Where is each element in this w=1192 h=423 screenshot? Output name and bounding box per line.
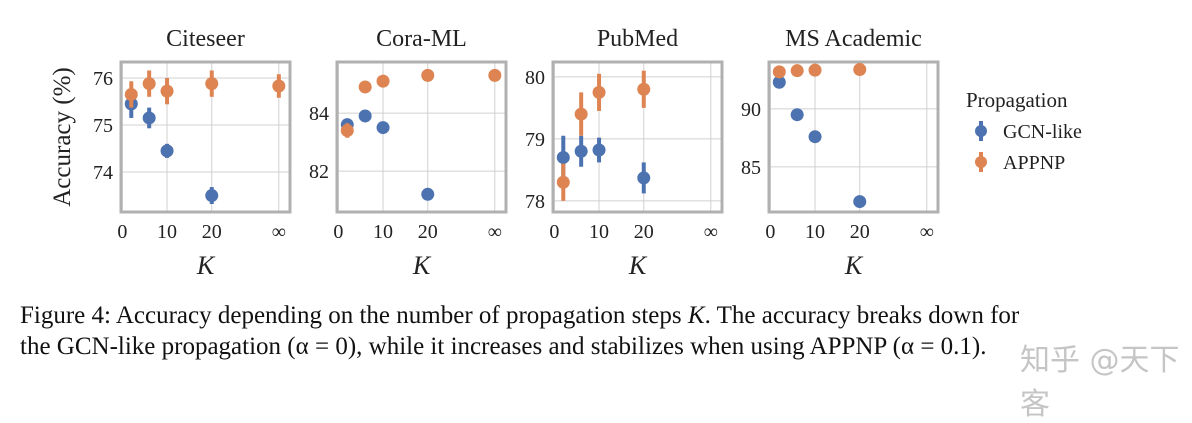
plot-frame [335, 60, 508, 214]
x-tick-label: 10 [157, 221, 177, 243]
point-appnp [574, 107, 588, 121]
point-appnp [205, 77, 219, 91]
x-tick-label: 20 [202, 221, 222, 243]
x-tick-label: 0 [765, 221, 775, 243]
x-tick-label: 0 [549, 221, 559, 243]
point-appnp [637, 82, 651, 96]
y-tick-label: 82 [309, 161, 329, 183]
point-gcn-like [574, 144, 588, 158]
point-appnp [272, 79, 286, 93]
point-appnp [160, 84, 174, 98]
watermark: 知乎 @天下客 [1020, 343, 1180, 422]
subplot-ms-academic: 0 10 20 ∞ 85 90 MS Academic K [741, 26, 940, 280]
x-tick-label: 0 [333, 221, 343, 243]
x-tick-label: ∞ [704, 221, 718, 243]
x-tick-label: 20 [418, 221, 438, 243]
point-appnp [808, 63, 822, 77]
y-tick-label: 80 [525, 67, 545, 89]
y-tick-label: 90 [741, 99, 761, 121]
plot-area [553, 62, 722, 212]
point-gcn-like [205, 189, 219, 203]
point-appnp [853, 63, 867, 77]
subplot-title: PubMed [597, 26, 678, 52]
point-appnp [488, 68, 502, 82]
y-tick-label: 79 [525, 129, 545, 151]
legend-appnp-label: APPNP [1003, 152, 1065, 174]
point-appnp [142, 77, 156, 91]
y-tick-label: 85 [741, 157, 761, 179]
subplot-title: MS Academic [785, 26, 922, 52]
x-tick-label: ∞ [272, 221, 286, 243]
point-gcn-like [376, 121, 390, 135]
point-gcn-like [808, 130, 822, 144]
x-axis-label: K [628, 251, 648, 280]
figure-caption: Figure 4: Accuracy depending on the numb… [20, 300, 1180, 362]
y-tick-label: 78 [525, 191, 545, 213]
point-gcn-like [556, 150, 570, 164]
x-tick-label: 0 [117, 221, 127, 243]
point-appnp [772, 65, 786, 79]
point-gcn-like [358, 109, 372, 123]
x-tick-label: 10 [589, 221, 609, 243]
legend-title: Propagation [966, 88, 1068, 112]
point-gcn-like [772, 75, 786, 89]
subplot-title: Citeseer [166, 26, 245, 52]
x-axis-label: K [844, 251, 864, 280]
plot-frame [119, 60, 292, 214]
x-tick-label: ∞ [920, 221, 934, 243]
x-tick-label: 10 [805, 221, 825, 243]
y-tick-label: 74 [93, 162, 113, 184]
caption-prefix: Figure 4: Accuracy depending on the numb… [20, 302, 688, 329]
legend-appnp-marker [975, 156, 987, 168]
subplot-cora-ml: 0 10 20 ∞ 82 84 Cora-ML K [309, 26, 508, 280]
subplot-citeseer: 0 10 20 ∞ 74 75 76 Citeseer K [93, 26, 292, 280]
x-axis-label: K [412, 251, 432, 280]
caption-k: K [687, 302, 705, 329]
point-gcn-like [790, 108, 804, 122]
legend: Propagation GCN-like APPNP [966, 88, 1082, 174]
point-appnp [124, 87, 138, 101]
caption-line2: the GCN-like propagation (α = 0), while … [20, 333, 987, 360]
point-appnp [376, 74, 390, 88]
point-gcn-like [592, 143, 606, 157]
subplot-title: Cora-ML [376, 26, 467, 52]
point-gcn-like [637, 171, 651, 185]
point-gcn-like [421, 187, 435, 201]
point-appnp [421, 68, 435, 82]
y-tick-label: 76 [93, 68, 113, 90]
point-appnp [358, 80, 372, 94]
point-gcn-like [853, 195, 867, 209]
point-appnp [790, 64, 804, 78]
point-appnp [556, 175, 570, 189]
x-tick-label: 10 [373, 221, 393, 243]
legend-gcn-marker [975, 125, 987, 137]
x-tick-label: ∞ [488, 221, 502, 243]
y-axis-label: Accuracy (%) [49, 67, 76, 207]
x-tick-label: 20 [634, 221, 654, 243]
subplot-pubmed: 0 10 20 ∞ 78 79 80 PubMed K [525, 26, 724, 280]
caption-line1-rest: . The accuracy breaks down for [704, 302, 1020, 329]
point-gcn-like [142, 111, 156, 125]
y-tick-label: 84 [309, 103, 329, 125]
plot-frame [767, 60, 940, 214]
point-gcn-like [160, 144, 174, 158]
plot-area [769, 62, 938, 212]
point-appnp [592, 85, 606, 99]
plot-frame [551, 60, 724, 214]
y-tick-label: 75 [93, 115, 113, 137]
legend-gcn-label: GCN-like [1003, 121, 1082, 143]
figure: Accuracy (%) Propagation GCN-like APPNP … [49, 26, 1082, 280]
point-appnp [340, 123, 354, 137]
x-tick-label: 20 [850, 221, 870, 243]
x-axis-label: K [196, 251, 216, 280]
